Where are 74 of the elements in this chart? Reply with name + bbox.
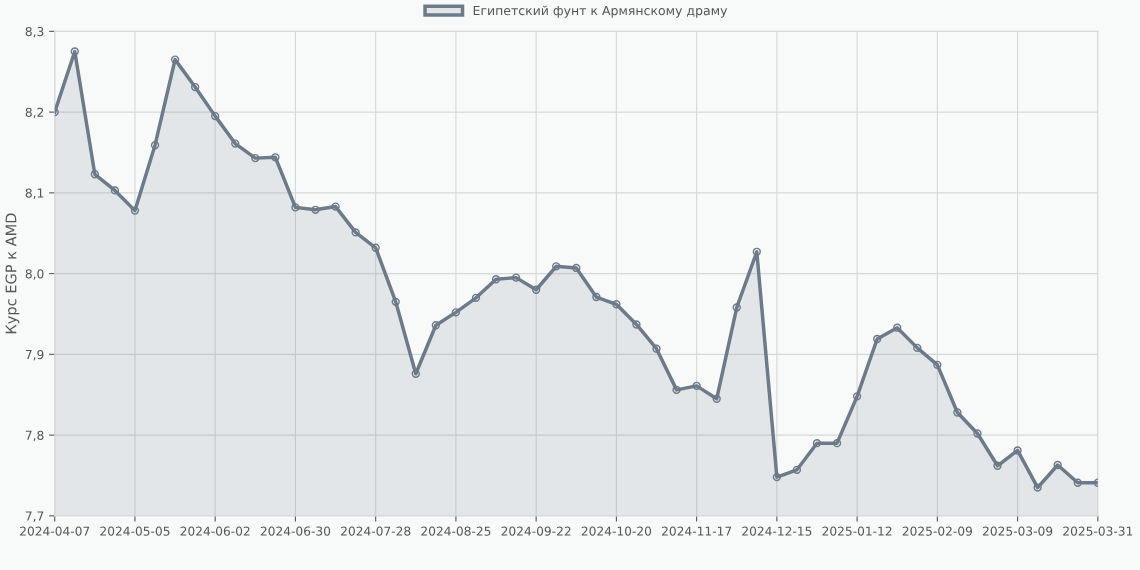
- point: [592, 292, 601, 302]
- point: [170, 55, 180, 64]
- point: [852, 392, 862, 401]
- x-tick-label: 2024-06-30: [260, 526, 331, 536]
- point: [110, 186, 120, 195]
- point: [792, 465, 802, 474]
- point: [391, 297, 400, 307]
- point: [973, 429, 982, 438]
- point: [1073, 478, 1082, 487]
- point: [732, 303, 741, 312]
- point: [291, 203, 300, 212]
- point: [70, 47, 79, 56]
- point: [491, 275, 501, 284]
- point: [612, 300, 621, 309]
- point: [411, 369, 420, 378]
- point: [130, 206, 140, 215]
- x-tick-label: 2024-05-05: [100, 526, 170, 536]
- y-tick-label: 8,1: [25, 188, 44, 199]
- x-tick-label: 2024-06-02: [180, 526, 250, 536]
- y-tick-label: 8,0: [25, 269, 44, 280]
- y-tick-label: 7,7: [25, 511, 44, 522]
- point: [451, 308, 461, 317]
- point: [90, 170, 100, 179]
- x-tick-label: 2025-01-12: [822, 526, 892, 536]
- x-tick-label: 2024-08-25: [421, 526, 491, 536]
- point: [511, 273, 521, 282]
- x-tick-label: 2024-09-22: [501, 526, 571, 536]
- x-tick-label: 2024-12-15: [742, 526, 812, 536]
- point: [832, 439, 842, 448]
- legend-label: Египетский фунт к Армянскому драму: [473, 5, 728, 18]
- x-tick-label: 2024-04-07: [20, 526, 90, 536]
- point: [251, 153, 260, 163]
- point: [311, 205, 320, 214]
- point: [933, 360, 942, 370]
- y-tick-label: 8,2: [25, 107, 44, 119]
- x-tick-label: 2025-03-31: [1063, 526, 1133, 536]
- point: [1033, 483, 1042, 492]
- point: [672, 385, 681, 395]
- point: [692, 381, 701, 391]
- x-tick-label: 2025-02-09: [902, 526, 972, 536]
- x-tick-label: 2024-11-17: [662, 526, 732, 536]
- point: [211, 111, 220, 121]
- y-axis-title: Курс EGP к AMD: [5, 213, 20, 334]
- point: [632, 320, 641, 329]
- point: [190, 82, 200, 92]
- point: [993, 461, 1002, 470]
- point: [351, 228, 360, 237]
- x-tick-label: 2024-10-20: [581, 526, 652, 536]
- y-tick-label: 7,9: [25, 349, 44, 361]
- point: [712, 394, 721, 403]
- x-tick-label: 2025-03-09: [982, 526, 1053, 536]
- point: [1053, 460, 1062, 470]
- point: [431, 321, 441, 330]
- point: [953, 408, 962, 417]
- point: [331, 202, 340, 211]
- point: [872, 334, 882, 344]
- y-tick-label: 7,8: [25, 430, 44, 442]
- point: [1013, 446, 1022, 455]
- x-tick-label: 2024-07-28: [341, 526, 411, 536]
- point: [271, 153, 280, 162]
- point: [150, 141, 160, 150]
- point: [572, 263, 581, 273]
- point: [371, 243, 380, 252]
- point: [652, 344, 661, 353]
- point: [772, 472, 782, 482]
- point: [913, 343, 922, 353]
- point: [752, 247, 761, 256]
- point: [812, 439, 822, 448]
- point: [531, 285, 541, 294]
- y-tick-label: 8,3: [25, 26, 44, 38]
- point: [552, 262, 561, 271]
- point: [471, 293, 481, 302]
- point: [893, 323, 902, 332]
- point: [231, 139, 240, 148]
